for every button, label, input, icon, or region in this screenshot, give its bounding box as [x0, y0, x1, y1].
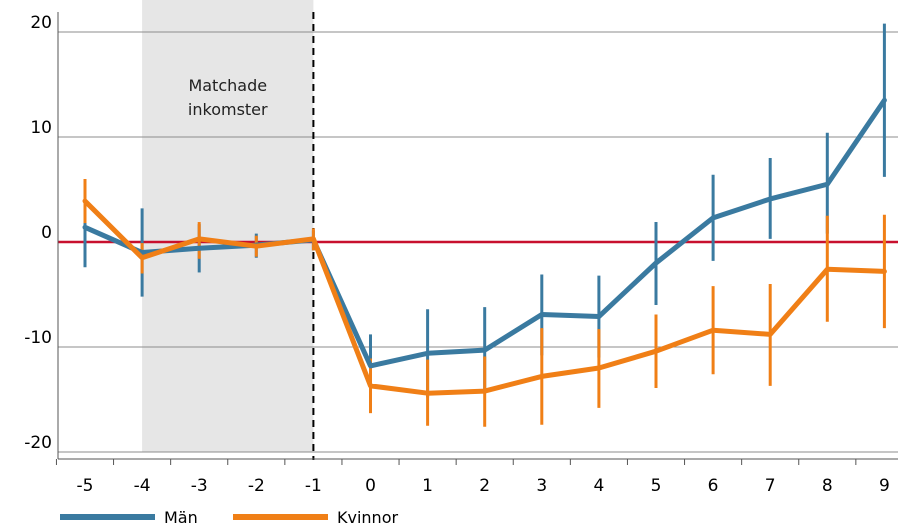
x-tick-label: 2	[479, 476, 490, 496]
y-tick-label: 20	[30, 13, 52, 33]
x-tick-label: 6	[708, 476, 719, 496]
y-tick-label: -20	[24, 433, 52, 453]
shaded-region-label-line1: Matchade	[188, 76, 267, 95]
x-tick-label: 4	[593, 476, 604, 496]
gridlines	[58, 31, 898, 453]
x-tick-label: -3	[191, 476, 208, 496]
x-tick-label: -4	[134, 476, 151, 496]
legend: Män Kvinnor	[60, 508, 398, 527]
x-tick-labels: -5 -4 -3 -2 -1 0 1 2 3 4 5 6 7 8 9	[77, 476, 890, 496]
series-line-man	[82, 97, 887, 369]
y-tick-label: 0	[41, 223, 52, 243]
x-tick-label: 5	[651, 476, 662, 496]
matched-income-shaded-region	[142, 0, 314, 452]
legend-label-kvinnor: Kvinnor	[337, 508, 398, 527]
y-tick-label: 10	[30, 118, 52, 138]
x-tick-label: 0	[365, 476, 376, 496]
x-tick-label: 3	[536, 476, 547, 496]
y-tick-label: -10	[24, 328, 52, 348]
shaded-region-label-line2: inkomster	[188, 100, 268, 119]
x-tick-label: -2	[248, 476, 265, 496]
x-tick-label: 9	[879, 476, 890, 496]
x-tick-label: 1	[422, 476, 433, 496]
series-line-kvinnor	[82, 198, 887, 396]
x-tick-label: 8	[822, 476, 833, 496]
series-lines	[82, 97, 887, 396]
axes	[55, 12, 898, 465]
x-tick-label: -5	[77, 476, 94, 496]
x-tick-label: -1	[305, 476, 322, 496]
y-tick-labels: 20 10 0 -10 -20	[24, 13, 52, 453]
legend-label-man: Män	[164, 508, 198, 527]
x-tick-label: 7	[765, 476, 776, 496]
